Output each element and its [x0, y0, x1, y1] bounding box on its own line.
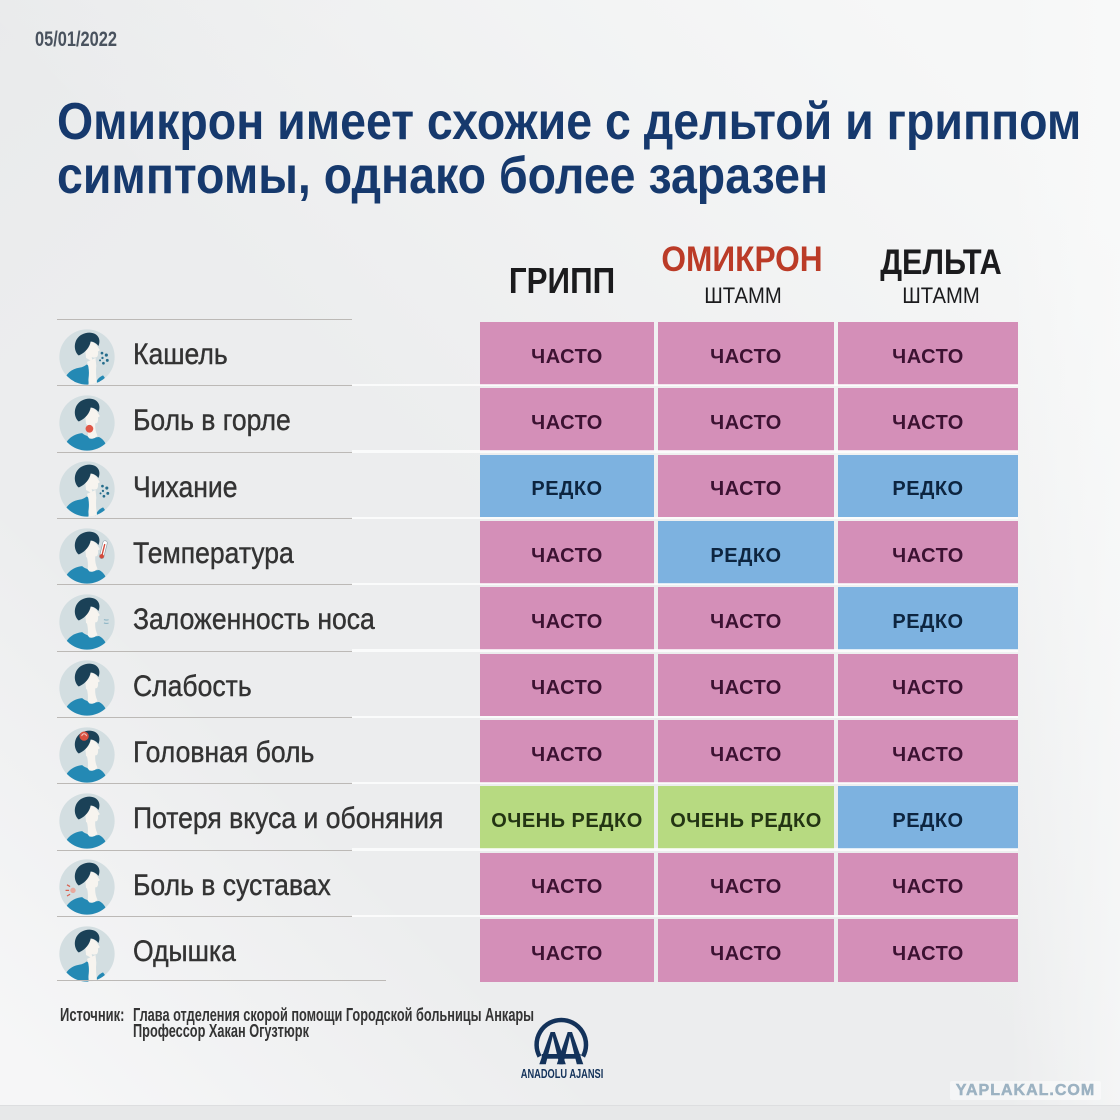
svg-text:ANADOLU AJANSI: ANADOLU AJANSI	[520, 1066, 603, 1079]
